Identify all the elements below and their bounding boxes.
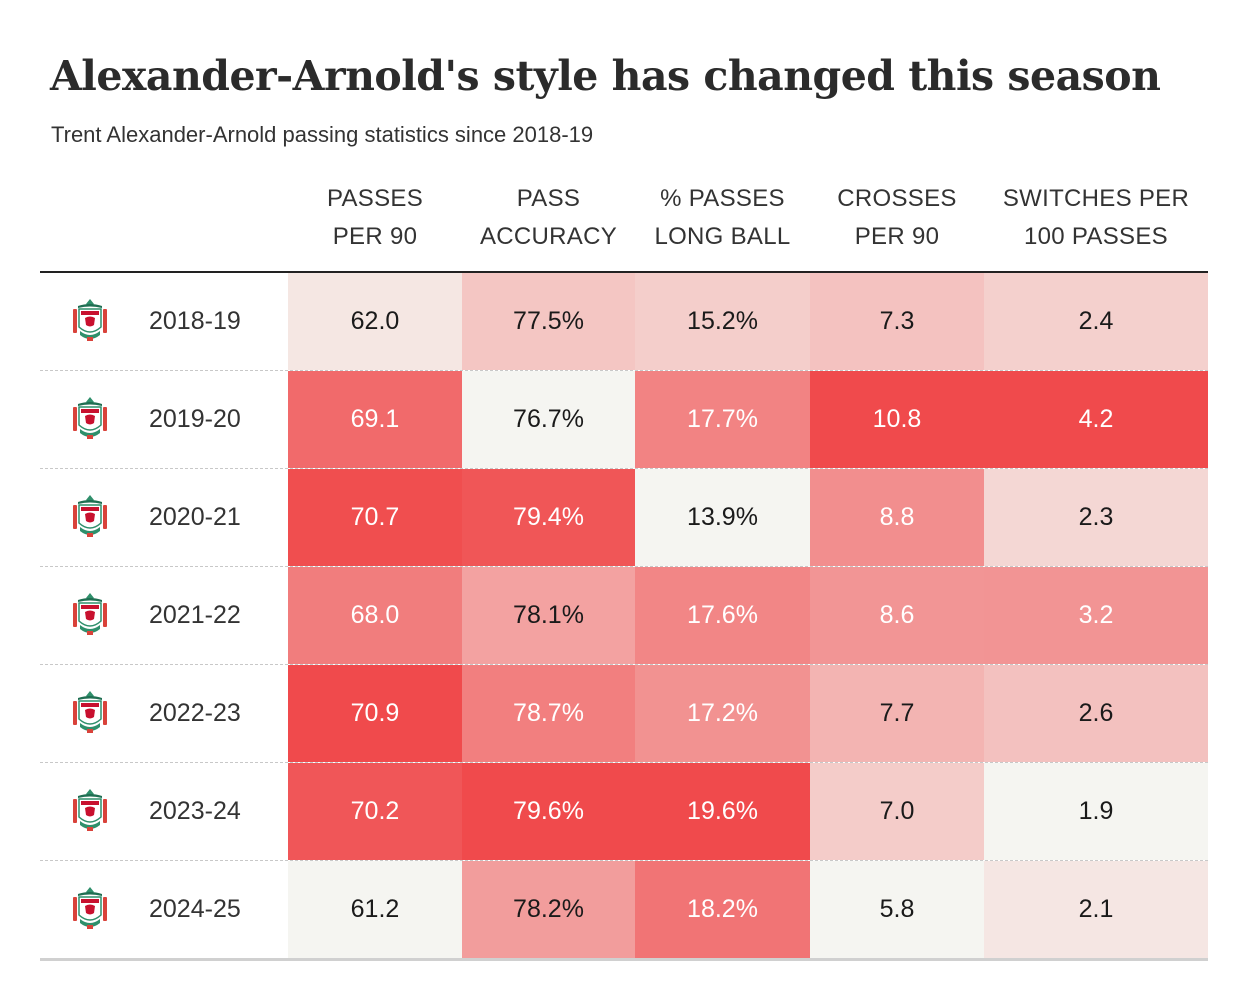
column-header-line: CROSSES <box>837 185 957 212</box>
heatmap-cell: 19.6% <box>635 763 810 860</box>
heatmap-cell: 17.2% <box>635 665 810 762</box>
liverpool-crest-icon <box>70 591 110 641</box>
heatmap-cell: 70.2 <box>288 763 462 860</box>
table-row: 2019-20 69.1 76.7% 17.7% 10.8 4.2 <box>40 371 1208 469</box>
heatmap-cell: 8.8 <box>810 469 984 566</box>
column-header: PASSES PER 90 <box>288 180 462 260</box>
column-header: % PASSES LONG BALL <box>635 180 810 260</box>
column-header: SWITCHES PER 100 PASSES <box>984 180 1208 260</box>
column-header-line: % PASSES <box>660 185 785 212</box>
row-divider <box>40 762 1208 763</box>
season-label: 2019-20 <box>149 405 241 433</box>
column-header-line: ACCURACY <box>479 223 618 250</box>
column-header-line: PASSES <box>326 185 424 212</box>
column-header: PASS ACCURACY <box>462 180 635 260</box>
heatmap-cell: 1.9 <box>984 763 1208 860</box>
heatmap-cell: 15.2% <box>635 273 810 370</box>
column-header-line: 100 PASSES <box>1024 223 1168 250</box>
season-label: 2020-21 <box>149 503 241 531</box>
table-row: 2021-22 68.0 78.1% 17.6% 8.6 3.2 <box>40 567 1208 665</box>
liverpool-crest-icon <box>70 297 110 347</box>
heatmap-cell: 70.9 <box>288 665 462 762</box>
heatmap-cell: 70.7 <box>288 469 462 566</box>
heatmap-cell: 2.1 <box>984 861 1208 958</box>
row-divider <box>40 468 1208 469</box>
heatmap-cell: 13.9% <box>635 469 810 566</box>
heatmap-cell: 18.2% <box>635 861 810 958</box>
heatmap-cell: 8.6 <box>810 567 984 664</box>
table-row: 2024-25 61.2 78.2% 18.2% 5.8 2.1 <box>40 861 1208 958</box>
chart-subtitle: Trent Alexander-Arnold passing statistic… <box>51 122 594 147</box>
season-label: 2021-22 <box>149 601 241 629</box>
table-row: 2023-24 70.2 79.6% 19.6% 7.0 1.9 <box>40 763 1208 861</box>
heatmap-cell: 2.6 <box>984 665 1208 762</box>
heatmap-cell: 2.4 <box>984 273 1208 370</box>
heatmap-cell: 79.6% <box>462 763 635 860</box>
bottom-rule <box>40 958 1208 961</box>
table-row: 2022-23 70.9 78.7% 17.2% 7.7 2.6 <box>40 665 1208 763</box>
heatmap-cell: 78.2% <box>462 861 635 958</box>
row-divider <box>40 664 1208 665</box>
column-header-line: PER 90 <box>332 223 418 250</box>
liverpool-crest-icon <box>70 885 110 935</box>
season-label: 2024-25 <box>149 895 241 923</box>
heatmap-cell: 5.8 <box>810 861 984 958</box>
row-divider <box>40 566 1208 567</box>
heatmap-cell: 69.1 <box>288 371 462 468</box>
heatmap-cell: 10.8 <box>810 371 984 468</box>
heatmap-cell: 77.5% <box>462 273 635 370</box>
heatmap-cell: 3.2 <box>984 567 1208 664</box>
heatmap-cell: 17.7% <box>635 371 810 468</box>
column-header-line: LONG BALL <box>654 223 791 250</box>
table-row: 2018-19 62.0 77.5% 15.2% 7.3 2.4 <box>40 273 1208 371</box>
heatmap-cell: 68.0 <box>288 567 462 664</box>
chart-title: Alexander-Arnold's style has changed thi… <box>50 52 1161 100</box>
liverpool-crest-icon <box>70 689 110 739</box>
header-rule <box>40 271 1208 273</box>
column-header-line: PER 90 <box>854 223 940 250</box>
heatmap-cell: 7.3 <box>810 273 984 370</box>
heatmap-cell: 78.7% <box>462 665 635 762</box>
heatmap-cell: 76.7% <box>462 371 635 468</box>
heatmap-cell: 78.1% <box>462 567 635 664</box>
liverpool-crest-icon <box>70 395 110 445</box>
season-label: 2018-19 <box>149 307 241 335</box>
row-divider <box>40 370 1208 371</box>
heatmap-cell: 61.2 <box>288 861 462 958</box>
season-label: 2022-23 <box>149 699 241 727</box>
table-row: 2020-21 70.7 79.4% 13.9% 8.8 2.3 <box>40 469 1208 567</box>
heatmap-cell: 17.6% <box>635 567 810 664</box>
season-label: 2023-24 <box>149 797 241 825</box>
heatmap-cell: 79.4% <box>462 469 635 566</box>
heatmap-cell: 2.3 <box>984 469 1208 566</box>
liverpool-crest-icon <box>70 493 110 543</box>
heatmap-cell: 4.2 <box>984 371 1208 468</box>
heatmap-cell: 62.0 <box>288 273 462 370</box>
column-header-line: PASS <box>516 185 581 212</box>
column-header-line: SWITCHES PER <box>1002 185 1190 212</box>
column-header: CROSSES PER 90 <box>810 180 984 260</box>
row-divider <box>40 860 1208 861</box>
heatmap-cell: 7.7 <box>810 665 984 762</box>
liverpool-crest-icon <box>70 787 110 837</box>
heatmap-cell: 7.0 <box>810 763 984 860</box>
